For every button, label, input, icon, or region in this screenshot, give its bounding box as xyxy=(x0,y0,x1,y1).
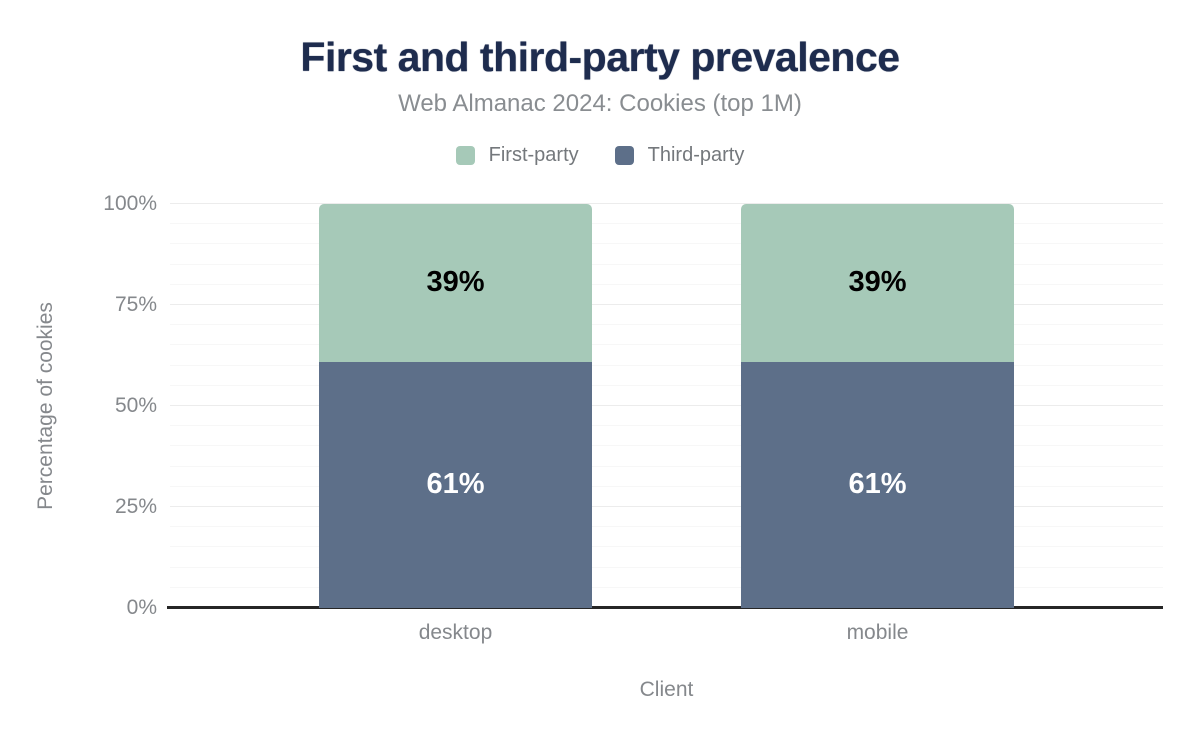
bar-value-label: 61% xyxy=(426,468,485,501)
minor-gridline xyxy=(170,566,1163,568)
minor-gridline xyxy=(170,485,1163,487)
minor-gridline xyxy=(170,586,1163,588)
x-axis-line xyxy=(167,606,1163,609)
legend-swatch-icon xyxy=(455,146,475,165)
x-axis-tick-labels: desktop mobile xyxy=(170,621,1163,647)
bar-segment-third-party[interactable]: 61% xyxy=(740,361,1015,608)
minor-gridline xyxy=(170,243,1163,245)
minor-gridline xyxy=(170,344,1163,346)
major-gridline xyxy=(170,203,1163,204)
major-gridline xyxy=(170,405,1163,406)
minor-gridline xyxy=(170,445,1163,447)
minor-gridline xyxy=(170,223,1163,225)
minor-gridline xyxy=(170,526,1163,528)
y-tick-label: 25% xyxy=(114,495,157,518)
major-gridline xyxy=(170,506,1163,507)
legend: First-party Third-party xyxy=(0,144,1200,167)
chart-subtitle: Web Almanac 2024: Cookies (top 1M) xyxy=(398,90,802,117)
legend-swatch-icon xyxy=(614,146,634,165)
bar-segment-first-party[interactable]: 39% xyxy=(318,204,592,362)
chart-title: First and third-party prevalence xyxy=(300,34,900,80)
bar-value-label: 61% xyxy=(848,468,907,501)
minor-gridline xyxy=(170,324,1163,326)
legend-label: Third-party xyxy=(647,144,745,166)
legend-label: First-party xyxy=(488,144,579,166)
y-tick-label: 0% xyxy=(126,596,157,619)
legend-item-third-party[interactable]: Third-party xyxy=(614,144,745,167)
y-axis-tick-labels: 0% 25% 50% 75% 100% xyxy=(0,192,157,619)
stacked-bar-desktop: 39% 61% xyxy=(318,204,592,608)
legend-item-first-party[interactable]: First-party xyxy=(455,144,579,167)
x-tick-label-mobile: mobile xyxy=(846,621,909,644)
y-tick-label: 50% xyxy=(114,394,157,417)
x-tick-label-desktop: desktop xyxy=(418,621,493,644)
bar-segment-third-party[interactable]: 61% xyxy=(318,361,592,608)
minor-gridline xyxy=(170,384,1163,386)
minor-gridline xyxy=(170,425,1163,427)
major-gridline xyxy=(170,304,1163,305)
minor-gridline xyxy=(170,546,1163,548)
stacked-bar-mobile: 39% 61% xyxy=(740,204,1015,608)
bar-segment-first-party[interactable]: 39% xyxy=(740,204,1015,362)
plot-area: 39% 61% 39% 61% xyxy=(167,203,1163,609)
x-axis-title: Client xyxy=(639,678,694,701)
y-tick-label: 100% xyxy=(103,192,157,215)
minor-gridline xyxy=(170,465,1163,467)
minor-gridline xyxy=(170,263,1163,265)
minor-gridline xyxy=(170,283,1163,285)
minor-gridline xyxy=(170,364,1163,366)
y-tick-label: 75% xyxy=(114,293,157,316)
bar-value-label: 39% xyxy=(426,266,485,299)
bar-value-label: 39% xyxy=(848,266,907,299)
